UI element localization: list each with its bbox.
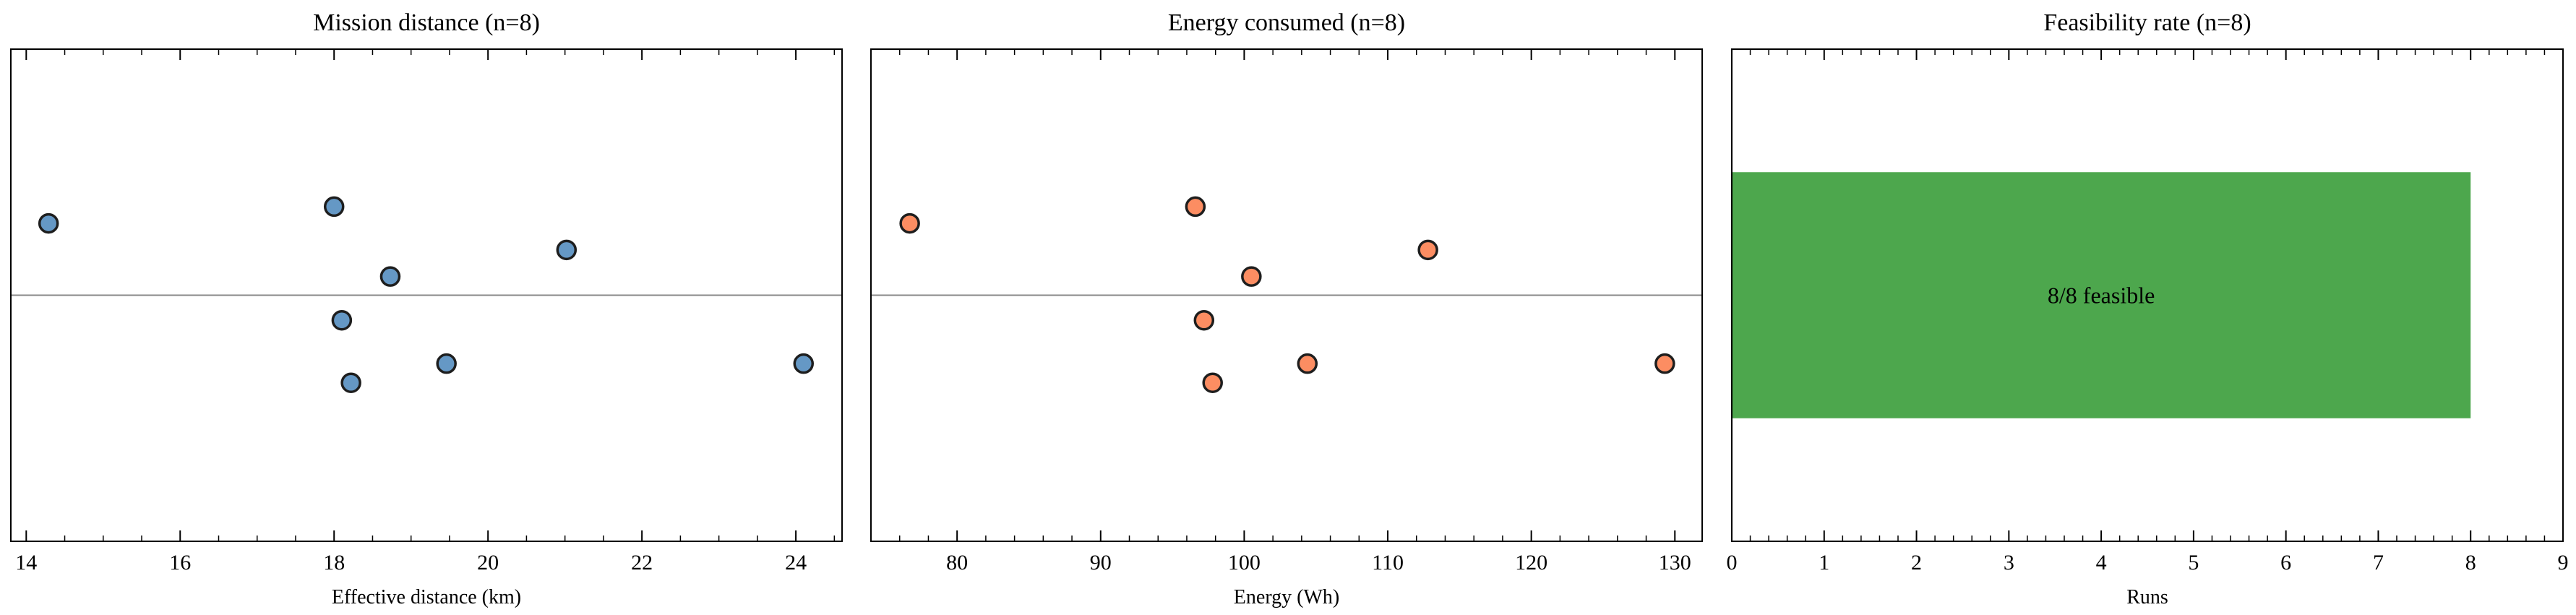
- data-point: [1417, 239, 1438, 261]
- x-tick-label: 0: [1727, 551, 1738, 575]
- data-point: [1185, 196, 1206, 218]
- x-tick-label: 4: [2096, 551, 2107, 575]
- x-axis-label: Runs: [2126, 586, 2168, 608]
- subplot-2: Energy consumed (n=8) Energy (Wh) 80 90 100 1…: [870, 9, 1703, 608]
- x-tick-label: 5: [2188, 551, 2199, 575]
- feasible-bar: [1732, 172, 2471, 418]
- data-point: [1654, 353, 1675, 374]
- x-tick-label: 8: [2465, 551, 2476, 575]
- data-point: [340, 372, 361, 393]
- x-tick-label: 110: [1372, 551, 1404, 575]
- axes-frame: [870, 48, 1703, 542]
- x-tick-label: 9: [2558, 551, 2569, 575]
- data-point: [379, 266, 401, 287]
- x-tick-label: 22: [631, 551, 653, 575]
- subplot-1: Mission distance (n=8) Effective distance…: [10, 9, 843, 608]
- data-point: [38, 212, 59, 234]
- x-tick-label: 18: [323, 551, 345, 575]
- subplot-3: Feasibility rate (n=8) Runs 0 1 2 3 4 5 6 7 8 9 8/8 …: [1727, 9, 2569, 608]
- chart-title: Energy consumed (n=8): [1168, 9, 1405, 36]
- data-point: [1297, 353, 1318, 374]
- x-tick-label: 100: [1228, 551, 1261, 575]
- data-point: [899, 212, 920, 234]
- x-axis-label: Energy (Wh): [1234, 586, 1339, 608]
- x-tick-label: 120: [1515, 551, 1547, 575]
- x-tick-label: 130: [1659, 551, 1691, 575]
- x-axis-label: Effective distance (km): [332, 586, 521, 608]
- x-tick-label: 14: [15, 551, 37, 575]
- data-point: [331, 309, 353, 331]
- data-point: [436, 353, 457, 374]
- data-point: [1202, 372, 1223, 393]
- x-tick-label: 7: [2373, 551, 2384, 575]
- chart-title: Mission distance (n=8): [313, 9, 540, 36]
- axes-frame: [1731, 48, 2564, 542]
- x-tick-label: 80: [946, 551, 968, 575]
- x-tick-label: 3: [2004, 551, 2014, 575]
- data-point: [1193, 309, 1215, 331]
- chart-title: Feasibility rate (n=8): [2043, 9, 2251, 36]
- data-point: [793, 353, 815, 374]
- x-tick-label: 2: [1911, 551, 1922, 575]
- x-tick-label: 1: [1819, 551, 1829, 575]
- x-tick-label: 90: [1090, 551, 1112, 575]
- x-tick-label: 24: [785, 551, 807, 575]
- data-point: [323, 196, 345, 218]
- data-point: [556, 239, 578, 261]
- axes-frame: [10, 48, 843, 542]
- x-tick-label: 20: [477, 551, 499, 575]
- x-tick-label: 16: [169, 551, 191, 575]
- bar-label: 8/8 feasible: [2048, 283, 2155, 309]
- x-tick-label: 6: [2280, 551, 2291, 575]
- data-point: [1241, 266, 1262, 287]
